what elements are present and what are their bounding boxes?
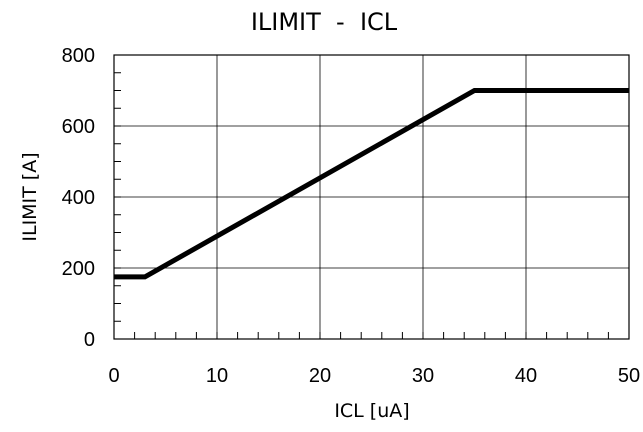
x-tick-label: 40 [515,365,537,387]
x-axis-ticks: 0 10 20 30 40 50 [108,365,640,387]
y-tick-label: 0 [84,329,95,351]
x-tick-label: 50 [618,365,640,387]
chart-title: ILIMIT - ICL [251,8,398,36]
x-tick-label: 0 [108,365,119,387]
grid [114,55,629,339]
y-axis-ticks: 0 200 400 600 800 [62,45,95,351]
y-axis-label: ILIMIT [A] [19,152,41,241]
x-tick-label: 10 [206,365,228,387]
series-line-0 [114,88,629,280]
x-tick-label: 30 [412,365,434,387]
y-tick-label: 600 [62,116,95,138]
x-axis-label: ICL [uA] [334,400,409,422]
minor-ticks [114,72,609,339]
y-tick-label: 200 [62,258,95,280]
plot-area-frame [113,54,630,340]
y-tick-label: 400 [62,187,95,209]
y-tick-label: 800 [62,45,95,67]
x-tick-label: 20 [309,365,331,387]
series-layer [114,88,629,280]
